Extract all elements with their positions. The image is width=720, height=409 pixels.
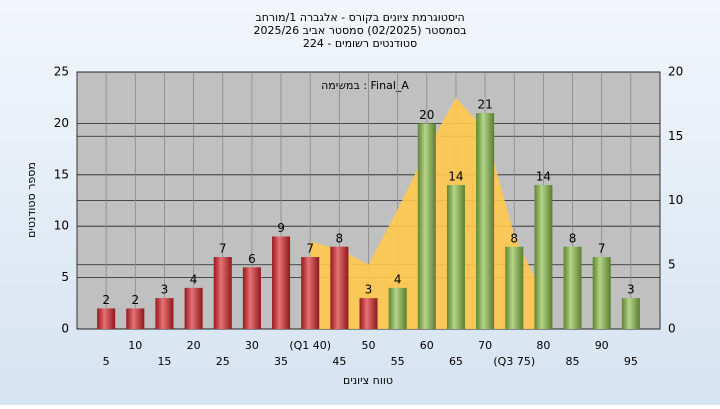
x-tick-label: 80 (536, 339, 550, 352)
x-tick-label: 55 (391, 355, 405, 368)
x-tick-label: 30 (245, 339, 259, 352)
data-label: 8 (510, 231, 518, 245)
y2-tick-label: 20 (668, 65, 683, 79)
x-tick-label: 35 (274, 355, 288, 368)
bar-shade (388, 287, 407, 329)
x-tick-label: 50 (362, 339, 376, 352)
x-tick-label: 95 (624, 355, 638, 368)
data-label: 3 (627, 283, 635, 297)
data-label: 8 (336, 231, 344, 245)
bar-shade (621, 298, 640, 329)
y-tick-label: 5 (61, 270, 69, 284)
x-tick-label: 20 (187, 339, 201, 352)
data-label: 14 (536, 170, 551, 184)
y2-tick-label: 5 (668, 257, 676, 271)
data-label: 7 (219, 242, 227, 256)
bar-shade (563, 246, 582, 329)
data-label: 3 (161, 283, 169, 297)
bar-shade (97, 308, 116, 329)
bar-shade (184, 287, 203, 329)
data-label: 3 (365, 283, 373, 297)
chart-subtitle: סטודנטים רשומים - 224 (303, 37, 417, 50)
chart-title: היסטוגרמת ציונים בקורס - אלגברה 1/מורחב (255, 11, 464, 24)
bar-shade (155, 298, 174, 329)
data-label: 4 (394, 272, 402, 286)
bar-shade (272, 236, 291, 329)
x-tick-label: 90 (595, 339, 609, 352)
bar-shade (126, 308, 145, 329)
y-tick-label: 0 (61, 322, 69, 336)
bar-shade (417, 123, 436, 330)
data-label: 4 (190, 272, 198, 286)
x-tick-label: 15 (157, 355, 171, 368)
x-tick-label: (Q3 75) (493, 355, 535, 368)
x-tick-label: (Q1 40) (289, 339, 331, 352)
y-axis-label: מספר סטודנטים (25, 162, 38, 238)
data-label: 6 (248, 252, 256, 266)
x-tick-label: 10 (128, 339, 142, 352)
data-label: 2 (102, 293, 110, 307)
x-tick-label: 5 (103, 355, 110, 368)
bar-shade (301, 257, 320, 329)
bar-shade (242, 267, 261, 329)
annotation: במשימה : Final_A (321, 79, 409, 92)
y-tick-label: 20 (54, 116, 69, 130)
data-label: 7 (306, 242, 314, 256)
x-tick-label: 60 (420, 339, 434, 352)
chart-subtitle: בסמסטר (02/2025) סמסטר אביב 2025/26 (253, 24, 466, 37)
bar-shade (505, 246, 524, 329)
bar-shade (592, 257, 611, 329)
x-tick-label: 45 (332, 355, 346, 368)
bar-shade (446, 185, 465, 329)
y-tick-label: 15 (54, 167, 69, 181)
data-label: 20 (419, 108, 434, 122)
bar-shade (330, 246, 349, 329)
x-axis-label: טווח ציונים (343, 374, 393, 387)
y-tick-label: 25 (54, 65, 69, 79)
y2-tick-label: 15 (668, 129, 683, 143)
bar-shade (359, 298, 378, 329)
y-tick-label: 10 (54, 219, 69, 233)
bar-shade (213, 257, 232, 329)
x-tick-label: 85 (566, 355, 580, 368)
data-label: 21 (477, 98, 492, 112)
x-tick-label: 65 (449, 355, 463, 368)
x-tick-label: 25 (216, 355, 230, 368)
data-label: 9 (277, 221, 285, 235)
data-label: 8 (569, 231, 577, 245)
data-label: 14 (448, 170, 463, 184)
y2-tick-label: 0 (668, 322, 676, 336)
bar-shade (476, 113, 495, 330)
data-label: 2 (131, 293, 139, 307)
data-label: 7 (598, 242, 606, 256)
bar-shade (534, 185, 553, 329)
y2-tick-label: 10 (668, 193, 683, 207)
x-tick-label: 70 (478, 339, 492, 352)
